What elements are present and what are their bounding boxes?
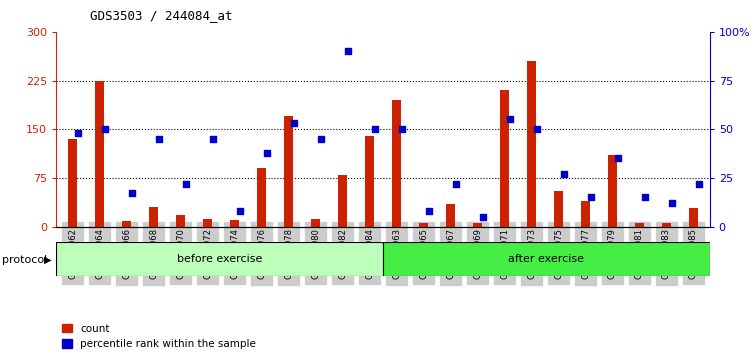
Bar [365,136,374,227]
Bar [176,215,185,227]
Legend: count, percentile rank within the sample: count, percentile rank within the sample [62,324,256,349]
Point [72,130,84,136]
Point [180,181,192,187]
Bar [68,139,77,227]
Point [450,181,462,187]
Point [693,181,705,187]
Bar [473,223,482,227]
Point [612,156,624,161]
Point [126,190,138,196]
Point [261,150,273,155]
Bar [284,116,293,227]
Point [234,208,246,214]
Point [504,117,516,122]
Text: after exercise: after exercise [508,254,584,264]
Bar [635,223,644,227]
Bar [392,100,401,227]
Point [531,126,543,132]
Bar [581,201,590,227]
Bar [311,219,320,227]
Point [558,171,570,177]
Bar [122,221,131,227]
Bar [446,204,455,227]
Text: GDS3503 / 244084_at: GDS3503 / 244084_at [90,9,233,22]
Bar [662,223,671,227]
Bar [230,220,240,227]
Bar [95,80,104,227]
Text: ▶: ▶ [44,255,51,265]
Point [153,136,165,142]
Point [639,195,651,200]
Bar [203,219,213,227]
Bar [257,168,267,227]
Point [369,126,381,132]
Point [396,126,408,132]
Bar [499,90,509,227]
Bar [338,175,347,227]
Text: before exercise: before exercise [177,254,262,264]
Bar [56,242,383,276]
Point [666,200,678,206]
Point [342,48,354,54]
Bar [149,207,158,227]
Bar [383,242,710,276]
Point [315,136,327,142]
Bar [419,223,428,227]
Bar [608,155,617,227]
Bar [526,61,536,227]
Point [585,195,597,200]
Point [288,120,300,126]
Point [99,126,111,132]
Text: protocol: protocol [2,255,47,265]
Point [477,214,489,219]
Point [423,208,435,214]
Bar [689,209,698,227]
Point [207,136,219,142]
Bar [553,191,563,227]
